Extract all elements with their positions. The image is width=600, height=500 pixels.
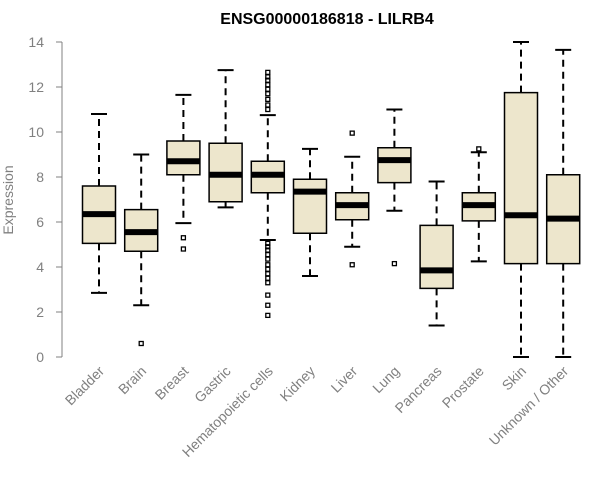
y-tick-label: 4 bbox=[36, 259, 44, 275]
outlier-point bbox=[180, 246, 187, 252]
y-tick-label: 10 bbox=[28, 124, 44, 140]
outlier-point bbox=[265, 102, 271, 108]
outlier-point bbox=[265, 271, 271, 277]
x-tick-label: Unknown / Other bbox=[486, 363, 572, 449]
iqr-box bbox=[377, 147, 412, 184]
outlier-point bbox=[265, 280, 271, 286]
x-tick-label: Bladder bbox=[62, 363, 108, 409]
outlier-point bbox=[265, 69, 271, 76]
axes: 0 2 4 6 8 10 12 14 bbox=[28, 34, 63, 365]
outlier-point bbox=[476, 146, 482, 152]
y-tick-label: 6 bbox=[36, 214, 44, 230]
y-tick-label: 8 bbox=[36, 169, 44, 185]
box-pancreas bbox=[419, 180, 454, 327]
outlier-point bbox=[265, 312, 271, 319]
outlier-point bbox=[265, 91, 271, 97]
iqr-box bbox=[292, 178, 328, 234]
y-tick-label: 2 bbox=[36, 304, 44, 320]
outlier-point bbox=[265, 247, 271, 253]
boxes bbox=[81, 41, 581, 358]
box-breast bbox=[166, 93, 201, 252]
outlier-point bbox=[265, 275, 271, 281]
outlier-point bbox=[391, 260, 398, 267]
outlier-point bbox=[265, 302, 271, 308]
x-tick-label: Kidney bbox=[277, 363, 319, 405]
outlier-point bbox=[265, 251, 271, 258]
outlier-point bbox=[265, 266, 271, 272]
outlier-point bbox=[265, 96, 271, 103]
box-unknown-other bbox=[545, 48, 581, 358]
outlier-point bbox=[265, 106, 271, 113]
box-kidney bbox=[292, 147, 328, 277]
y-axis-label: Expression bbox=[0, 165, 16, 234]
x-tick-label: Prostate bbox=[439, 363, 487, 411]
box-lung bbox=[377, 108, 412, 267]
y-tick-label: 12 bbox=[28, 79, 44, 95]
outlier-point bbox=[265, 82, 271, 88]
outlier-point bbox=[265, 86, 271, 92]
box-hematopoietic-cells bbox=[250, 69, 286, 319]
x-tick-label: Liver bbox=[328, 363, 361, 396]
box-gastric bbox=[208, 69, 243, 209]
x-tick-label: Brain bbox=[115, 363, 149, 397]
box-brain bbox=[123, 153, 159, 347]
x-tick-label: Lung bbox=[369, 363, 402, 396]
box-skin bbox=[503, 41, 539, 358]
box-liver bbox=[334, 130, 370, 268]
chart-title: ENSG00000186818 - LILRB4 bbox=[220, 11, 434, 28]
iqr-box bbox=[166, 140, 201, 176]
outlier-point bbox=[265, 77, 271, 83]
iqr-box bbox=[419, 224, 454, 290]
outlier-point bbox=[265, 262, 271, 268]
iqr-box bbox=[503, 91, 539, 265]
outlier-point bbox=[265, 256, 271, 262]
outlier-point bbox=[349, 130, 355, 136]
outlier-point bbox=[349, 262, 355, 268]
outlier-point bbox=[265, 292, 271, 298]
box-prostate bbox=[461, 146, 497, 263]
x-tick-label: Pancreas bbox=[392, 363, 445, 416]
y-tick-label: 14 bbox=[28, 34, 44, 50]
outlier-point bbox=[138, 340, 144, 347]
box-bladder bbox=[81, 113, 117, 294]
x-tick-label: Breast bbox=[152, 363, 192, 403]
outlier-point bbox=[180, 235, 187, 241]
y-tick-label: 0 bbox=[36, 349, 44, 365]
x-tick-label: Skin bbox=[499, 363, 530, 394]
